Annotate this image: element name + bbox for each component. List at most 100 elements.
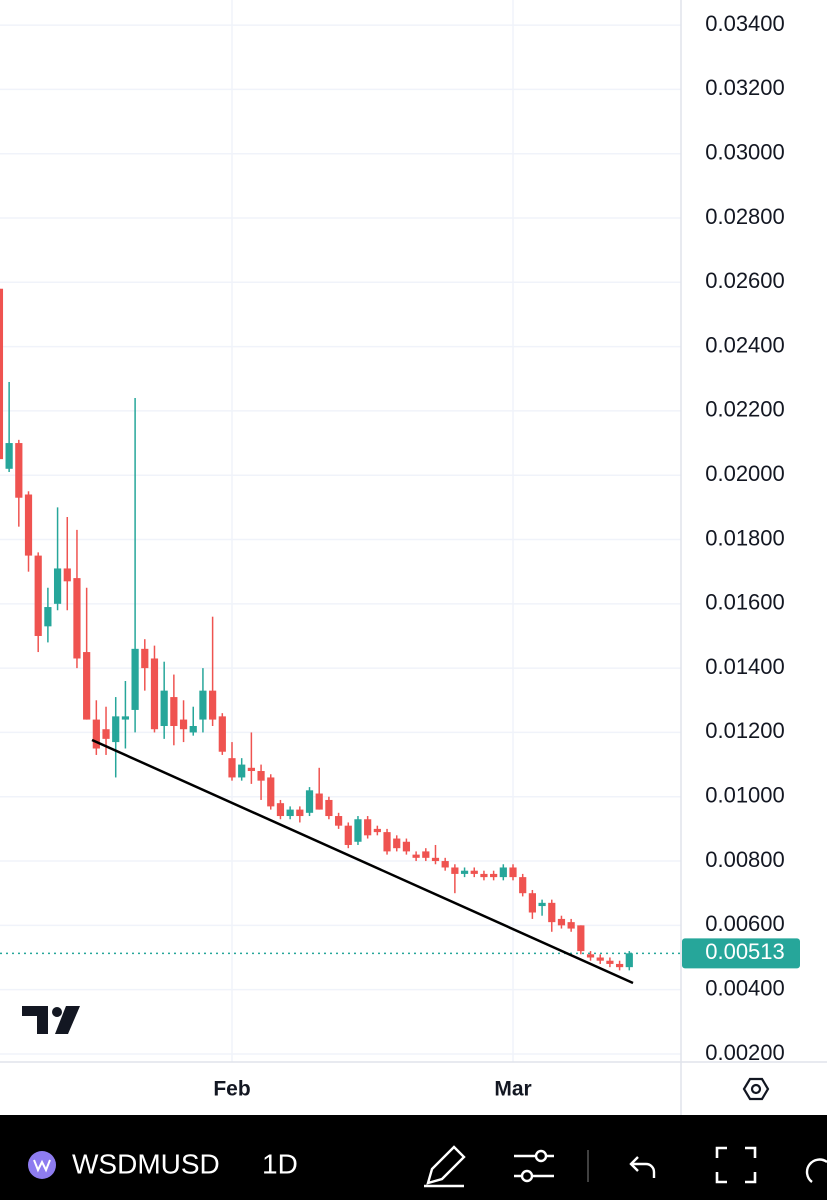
candle-body [490, 873, 498, 878]
candle-body [596, 957, 604, 961]
y-tick-label: 0.00800 [705, 847, 785, 872]
x-tick-label: Mar [494, 1078, 531, 1101]
y-tick-label: 0.02200 [705, 397, 785, 422]
symbol-icon-glyph [33, 1159, 51, 1173]
candle-body [460, 870, 469, 874]
candle-body [247, 767, 255, 772]
trend-line [91, 738, 634, 985]
candle-body [606, 960, 614, 964]
y-tick-label: 0.02400 [705, 332, 785, 357]
candle-body [499, 867, 507, 878]
candle-body [451, 867, 459, 874]
y-tick-label: 0.01800 [705, 525, 785, 550]
candle-body [5, 443, 13, 469]
y-tick-label: 0.00600 [705, 911, 785, 936]
symbol-button[interactable]: WSDMUSD [28, 1148, 220, 1179]
candle-body [0, 288, 4, 460]
candle-body [383, 832, 391, 852]
x-axis: Feb Mar [213, 1078, 531, 1101]
symbol-icon [28, 1151, 56, 1179]
toolbar [0, 1115, 827, 1200]
last-price-label: 0.00513 [705, 939, 785, 964]
candle-body [170, 697, 178, 727]
candle-body [393, 838, 401, 849]
candle-body [257, 771, 265, 781]
candle-body [528, 893, 536, 913]
last-price-box [682, 938, 800, 969]
candle-body [286, 809, 294, 817]
candle-body [112, 716, 120, 743]
settings-button[interactable] [742, 1077, 770, 1101]
candle-body [557, 918, 566, 926]
candle-body [519, 877, 527, 894]
candle-body [44, 607, 52, 627]
candle-body [228, 758, 236, 778]
tradingview-logo [22, 1006, 80, 1034]
candle-body [83, 652, 91, 720]
y-tick-label: 0.02800 [705, 204, 785, 229]
candle-body [296, 809, 304, 817]
fullscreen-button[interactable] [715, 1146, 757, 1184]
y-axis: 0.00200 0.00400 0.00600 0.00800 0.01000 0.012… [682, 11, 800, 1065]
y-tick-label: 0.02600 [705, 268, 785, 293]
y-tick-label: 0.01000 [705, 783, 785, 808]
y-tick-label: 0.03000 [705, 140, 785, 165]
undo-button[interactable] [629, 1156, 656, 1178]
candle-body [315, 793, 323, 810]
candle-body [441, 861, 449, 868]
candle-body [577, 925, 585, 952]
candle-body [616, 963, 624, 968]
candle-body [422, 851, 430, 858]
candle-body [179, 719, 188, 730]
candle-body [189, 726, 197, 733]
candle-body [354, 819, 362, 842]
candle-body [625, 953, 633, 968]
candle-body [276, 803, 285, 817]
candle-body [548, 902, 556, 923]
candle-body [209, 690, 217, 720]
candle-body [53, 568, 62, 604]
candle-body [586, 954, 595, 958]
candle-body [121, 716, 130, 720]
candle-body [34, 555, 42, 636]
candle-body [73, 578, 81, 659]
candle-body [131, 648, 139, 710]
more-button[interactable] [805, 1158, 827, 1183]
candle-body [63, 568, 71, 582]
draw-button[interactable] [424, 1145, 466, 1188]
candle-body [364, 819, 372, 836]
y-tick-label: 0.01200 [705, 718, 785, 743]
y-tick-label: 0.00400 [705, 975, 785, 1000]
plot [0, 288, 681, 971]
candle-body [102, 729, 110, 739]
candle-body [334, 816, 343, 826]
y-tick-label: 0.01600 [705, 590, 785, 615]
candle-body [267, 777, 275, 807]
candle-body [141, 648, 149, 669]
candle-body [412, 854, 420, 858]
candle-body [344, 825, 352, 845]
candle-body [160, 690, 168, 727]
candle-body [402, 841, 411, 852]
candle-body [567, 922, 575, 929]
candle-body [480, 873, 488, 878]
candle-body [238, 764, 246, 778]
candle-body [325, 799, 333, 817]
candle-body [199, 690, 207, 720]
y-tick-label: 0.03200 [705, 75, 785, 100]
candle-body [538, 902, 546, 907]
indicators-button[interactable] [514, 1149, 554, 1183]
candle-body [305, 790, 314, 813]
interval-button[interactable]: 1D [262, 1148, 298, 1179]
candle-body [373, 828, 381, 833]
x-tick-label: Feb [213, 1078, 250, 1101]
candle-body [431, 857, 440, 862]
candle-body [15, 443, 23, 498]
candle-body [92, 719, 100, 749]
candle-body [24, 494, 33, 556]
candle-body [218, 716, 226, 752]
y-tick-label: 0.01400 [705, 654, 785, 679]
candle-body [470, 870, 478, 874]
